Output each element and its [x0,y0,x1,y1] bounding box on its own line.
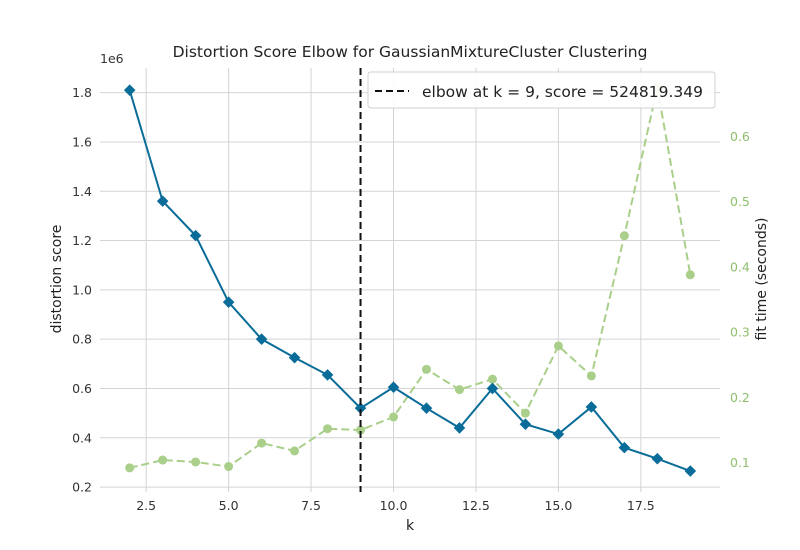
y-axis-scale-label: 1e6 [100,51,124,66]
fit-time-point [520,408,530,418]
y2-tick-label: 0.4 [730,259,750,274]
distortion-point [321,369,334,381]
chart-title: Distortion Score Elbow for GaussianMixtu… [173,43,648,61]
y2-tick-label: 0.2 [730,390,750,405]
distortion-point [420,402,433,414]
distortion-point [189,229,202,242]
y-tick-label: 1.6 [72,134,92,149]
y2-tick-label: 0.1 [730,455,750,470]
y2-tick-label: 0.6 [730,129,750,144]
fit-time-point [487,374,497,384]
legend-box [367,71,716,109]
distortion-point [519,418,532,431]
fit-time-point [553,341,563,351]
x-tick-label: 17.5 [627,498,655,513]
distortion-point [585,401,598,413]
legend-label: elbow at k = 9, score = 524819.349 [422,83,703,101]
grid-layer [100,68,720,492]
distortion-point [123,84,136,96]
distortion-point [618,441,631,454]
distortion-point [156,195,169,207]
distortion-point [684,465,697,477]
y-tick-label: 1.8 [72,85,92,100]
fit-time-point [191,457,201,467]
y-axis-ticks: 0.2 0.4 0.6 0.8 1.0 1.2 1.4 1.6 1.8 [72,85,92,494]
distortion-point [288,351,301,364]
x-tick-label: 7.5 [301,498,321,513]
y-tick-label: 0.8 [72,332,92,347]
x-tick-label: 12.5 [462,498,490,513]
distortion-point [354,402,367,414]
distortion-point [651,452,664,465]
fit-time-point [224,462,234,472]
y-tick-label: 0.6 [72,381,92,396]
x-tick-label: 10.0 [380,498,408,513]
fit-time-point [323,424,333,434]
fit-time-point [619,231,629,241]
distortion-point [486,382,499,395]
x-axis-ticks: 2.5 5.0 7.5 10.0 12.5 15.0 17.5 [136,498,655,513]
x-axis-label: k [406,518,415,534]
legend: elbow at k = 9, score = 524819.349 [367,71,716,109]
series-layer [123,83,697,477]
distortion-point [255,333,268,345]
fit-time-point [586,371,596,381]
fit-time-point [158,455,168,465]
y2-tick-label: 0.3 [730,325,750,340]
y-tick-label: 1.2 [72,233,92,248]
distortion-point [552,428,565,440]
y-axis-label: distortion score [49,225,65,334]
y-tick-label: 0.2 [72,480,92,495]
y2-axis-ticks: 0.1 0.2 0.3 0.4 0.5 0.6 [730,129,750,470]
distortion-point [222,296,235,308]
y2-axis-label: fit time (seconds) [754,218,770,341]
fit-time-point [389,412,399,422]
distortion-point [387,381,400,394]
y-tick-label: 1.0 [72,282,92,297]
x-tick-label: 15.0 [544,498,572,513]
fit-time-point [257,438,267,448]
y-tick-label: 0.4 [72,430,92,445]
fit-time-line [129,87,692,469]
distortion-line [128,89,691,472]
y2-tick-label: 0.5 [730,194,750,209]
fit-time-point [290,446,300,456]
y-tick-label: 1.4 [72,184,92,199]
fit-time-point [125,463,135,473]
fit-time-point [454,385,464,395]
distortion-point [453,422,466,434]
fit-time-point [685,270,695,280]
x-tick-label: 5.0 [219,498,239,513]
x-tick-label: 2.5 [136,498,156,513]
fit-time-point [356,425,366,435]
fit-time-point [421,364,431,374]
